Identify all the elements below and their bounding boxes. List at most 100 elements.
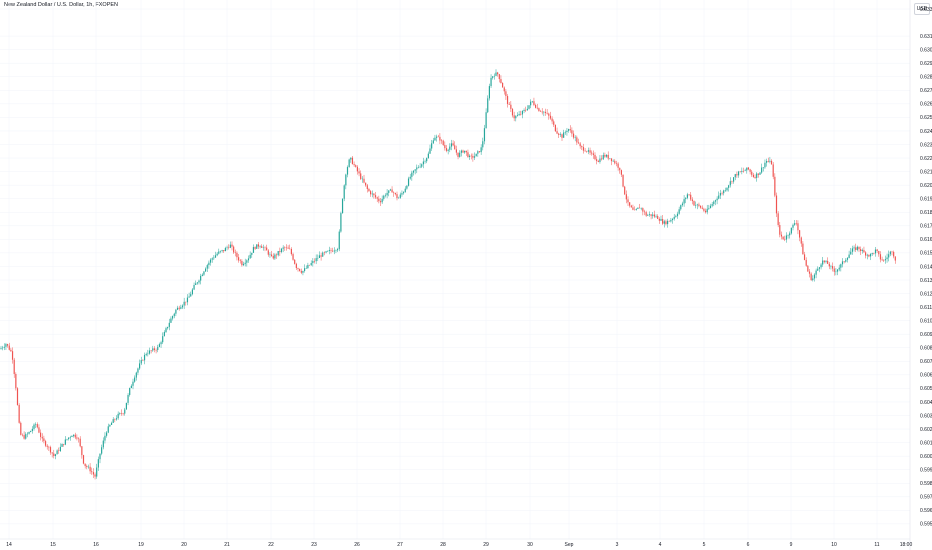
candle-body <box>167 326 169 329</box>
candle-body <box>259 246 261 247</box>
candle-body <box>378 198 380 202</box>
candle-body <box>828 263 830 267</box>
candle-body <box>506 96 509 104</box>
candle-body <box>44 441 47 446</box>
candle-body <box>695 205 697 206</box>
candle-body <box>752 174 754 177</box>
candle-body <box>681 203 684 206</box>
candle-body <box>526 108 528 111</box>
candle-body <box>46 445 48 447</box>
candle-body <box>338 231 340 250</box>
candle-body <box>417 167 420 168</box>
candle-body <box>581 146 583 148</box>
candle-body <box>596 159 598 162</box>
candle-body <box>652 214 654 216</box>
price-axis[interactable]: 0.63300 0.63100 0.63000 0.62900 0.62800 0.627… <box>920 7 932 528</box>
candle-body <box>465 150 467 153</box>
candle-body <box>63 443 65 445</box>
candle-body <box>473 156 476 158</box>
candle-body <box>271 254 273 256</box>
candle-body <box>794 223 796 225</box>
candle-body <box>683 199 685 204</box>
candle-body <box>153 348 156 350</box>
candle-body <box>785 235 787 240</box>
candle-body <box>802 243 804 255</box>
time-axis[interactable]: 14 15 16 19 20 21 22 23 26 27 28 29 30 Sep 3 4 5 6 9 10 11 18… <box>6 542 912 548</box>
candle-body <box>635 208 637 210</box>
y-tick-label: 0.60100 <box>920 440 932 446</box>
candle-body <box>645 212 647 216</box>
candle-body <box>449 146 451 150</box>
candle-body <box>568 129 570 131</box>
candle-body <box>76 437 78 439</box>
candle-body <box>680 205 682 210</box>
candle-body <box>0 348 2 350</box>
candle-body <box>140 360 142 364</box>
candle-body <box>310 263 312 266</box>
candle-body <box>891 251 893 253</box>
candle-body <box>223 250 225 252</box>
candle-body <box>820 264 822 268</box>
candle-body <box>632 207 634 210</box>
candle-body <box>610 158 613 162</box>
candle-body <box>762 167 764 168</box>
y-tick-label: 0.60600 <box>920 373 932 379</box>
candle-body <box>713 201 715 205</box>
candle-body <box>25 434 27 439</box>
candle-body <box>307 264 309 269</box>
candle-body <box>589 150 591 153</box>
candle-body <box>48 446 50 448</box>
x-tick-label: 11 <box>874 542 879 548</box>
candle-body <box>865 252 867 256</box>
candle-body <box>305 268 307 269</box>
y-tick-label: 0.62200 <box>920 156 932 162</box>
candle-body <box>109 424 111 427</box>
candle-body <box>662 219 664 224</box>
candle-body <box>386 192 388 196</box>
candle-body <box>373 193 375 196</box>
candle-body <box>282 247 284 249</box>
candle-body <box>54 454 57 456</box>
candle-body <box>850 251 852 255</box>
candle-body <box>163 332 165 337</box>
x-tick-label: 20 <box>181 542 187 548</box>
candle-body <box>739 171 741 173</box>
candle-body <box>881 259 883 261</box>
candle-body <box>279 251 281 252</box>
candle-body <box>638 207 641 209</box>
y-tick-label: 0.61300 <box>920 278 932 284</box>
candle-body <box>594 154 596 160</box>
y-tick-label: 0.63300 <box>920 7 932 13</box>
candle-body <box>186 297 189 303</box>
candle-body <box>36 424 38 428</box>
candle-body <box>358 171 360 174</box>
y-tick-label: 0.63000 <box>920 47 932 53</box>
candle-body <box>737 171 740 176</box>
currency-badge[interactable]: USD <box>914 3 930 15</box>
candle-body <box>775 195 778 214</box>
candle-body <box>403 192 405 194</box>
candle-body <box>247 258 250 261</box>
candle-body <box>129 388 131 395</box>
candle-body <box>815 270 817 275</box>
candle-body <box>878 251 880 255</box>
candle-body <box>96 467 98 477</box>
candle-body <box>718 195 720 199</box>
candle-body <box>429 148 431 154</box>
candle-body <box>155 349 157 351</box>
candle-body <box>663 221 665 224</box>
candle-body <box>300 270 302 273</box>
candle-body <box>135 372 137 378</box>
candle-body <box>640 208 642 209</box>
candle-body <box>488 86 490 99</box>
x-tick-label: 30 <box>527 542 533 548</box>
candle-body <box>251 252 253 255</box>
candle-body <box>800 237 802 244</box>
candle-body <box>195 283 197 285</box>
x-tick-label: 14 <box>6 542 12 548</box>
candle-body <box>792 224 794 228</box>
candle-body <box>518 114 520 116</box>
candle-body <box>777 213 779 226</box>
candle-body <box>269 254 271 256</box>
